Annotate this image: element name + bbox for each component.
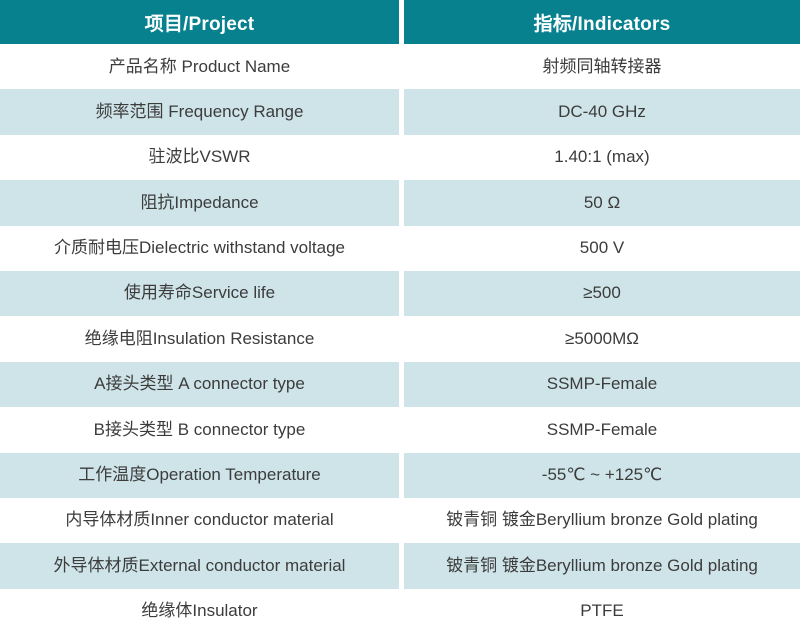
- column-divider: [399, 225, 404, 271]
- row-label: 内导体材质Inner conductor material: [0, 497, 399, 544]
- row-label: 工作温度Operation Temperature: [0, 452, 399, 498]
- table-row: A接头类型 A connector type SSMP-Female: [0, 361, 800, 408]
- row-value: 1.40:1 (max): [404, 134, 800, 181]
- row-value: 铍青铜 镀金Beryllium bronze Gold plating: [404, 543, 800, 589]
- column-divider: [399, 134, 404, 181]
- header-cell-project: 项目/Project: [0, 0, 399, 44]
- table-row: 工作温度Operation Temperature -55℃ ~ +125℃: [0, 452, 800, 498]
- row-value: DC-40 GHz: [404, 89, 800, 135]
- row-label: 使用寿命Service life: [0, 270, 399, 317]
- column-divider: [399, 497, 404, 544]
- table-row: 外导体材质External conductor material 铍青铜 镀金B…: [0, 543, 800, 589]
- table-row: 产品名称 Product Name 射频同轴转接器: [0, 44, 800, 90]
- column-divider: [399, 316, 404, 362]
- row-label: 外导体材质External conductor material: [0, 543, 399, 589]
- column-divider: [399, 407, 404, 453]
- row-value: -55℃ ~ +125℃: [404, 452, 800, 498]
- table-row: B接头类型 B connector type SSMP-Female: [0, 407, 800, 453]
- column-divider: [399, 89, 404, 135]
- row-label: 阻抗Impedance: [0, 180, 399, 226]
- row-value: ≥5000MΩ: [404, 316, 800, 362]
- row-label: 驻波比VSWR: [0, 134, 399, 181]
- row-label: B接头类型 B connector type: [0, 407, 399, 453]
- table-row: 阻抗Impedance 50 Ω: [0, 180, 800, 226]
- row-value: PTFE: [404, 588, 800, 634]
- row-value: 500 V: [404, 225, 800, 271]
- table-row: 使用寿命Service life ≥500: [0, 270, 800, 317]
- row-value: 50 Ω: [404, 180, 800, 226]
- row-value: ≥500: [404, 270, 800, 317]
- row-value: SSMP-Female: [404, 361, 800, 408]
- row-value: 铍青铜 镀金Beryllium bronze Gold plating: [404, 497, 800, 544]
- column-divider: [399, 452, 404, 498]
- table-body: 产品名称 Product Name 射频同轴转接器 频率范围 Frequency…: [0, 44, 800, 634]
- row-label: A接头类型 A connector type: [0, 361, 399, 408]
- row-value: SSMP-Female: [404, 407, 800, 453]
- table-row: 驻波比VSWR 1.40:1 (max): [0, 134, 800, 181]
- column-divider: [399, 180, 404, 226]
- table-row: 绝缘电阻Insulation Resistance ≥5000MΩ: [0, 316, 800, 362]
- row-label: 产品名称 Product Name: [0, 44, 399, 90]
- header-cell-indicators: 指标/Indicators: [404, 0, 800, 44]
- column-divider: [399, 0, 404, 44]
- column-divider: [399, 361, 404, 408]
- table-row: 介质耐电压Dielectric withstand voltage 500 V: [0, 225, 800, 271]
- table-row: 频率范围 Frequency Range DC-40 GHz: [0, 89, 800, 135]
- table-row: 内导体材质Inner conductor material 铍青铜 镀金Bery…: [0, 497, 800, 544]
- column-divider: [399, 588, 404, 634]
- row-label: 绝缘电阻Insulation Resistance: [0, 316, 399, 362]
- row-label: 频率范围 Frequency Range: [0, 89, 399, 135]
- table-row: 绝缘体Insulator PTFE: [0, 588, 800, 634]
- table-header-row: 项目/Project 指标/Indicators: [0, 0, 800, 44]
- column-divider: [399, 270, 404, 317]
- row-value: 射频同轴转接器: [404, 44, 800, 90]
- row-label: 绝缘体Insulator: [0, 588, 399, 634]
- column-divider: [399, 543, 404, 589]
- row-label: 介质耐电压Dielectric withstand voltage: [0, 225, 399, 271]
- column-divider: [399, 44, 404, 90]
